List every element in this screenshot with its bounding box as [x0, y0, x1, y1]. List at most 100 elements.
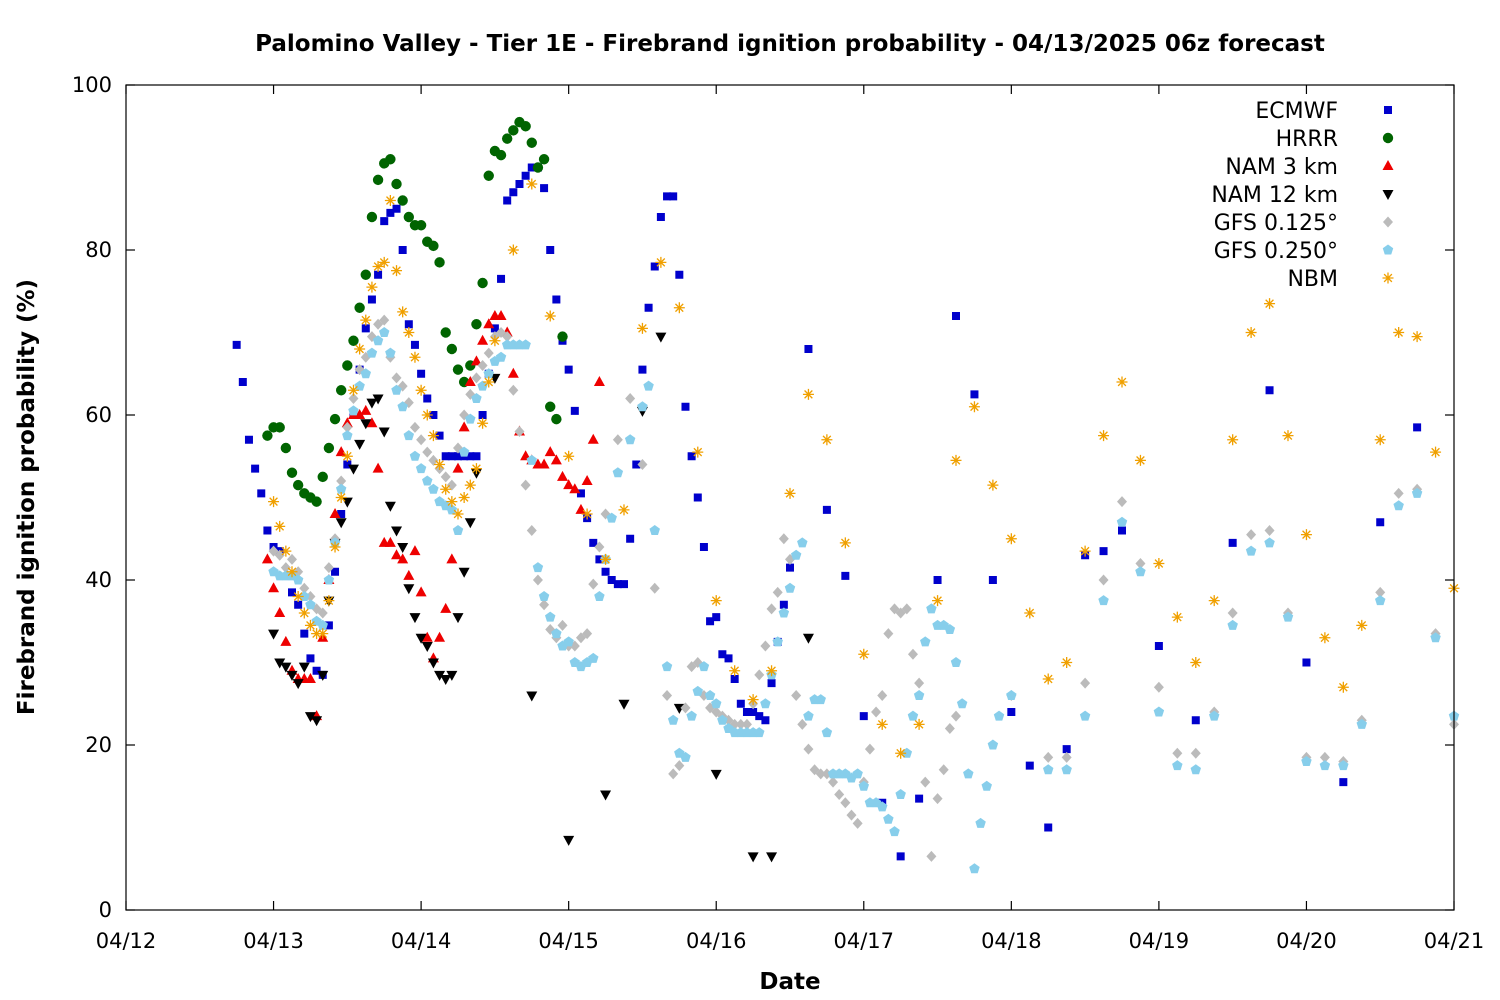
data-point: [593, 376, 605, 386]
data-point: [841, 571, 850, 580]
data-point: [286, 467, 298, 478]
data-point: [440, 327, 451, 338]
data-point: [526, 178, 538, 190]
data-point: [446, 343, 458, 355]
data-point: [778, 533, 789, 545]
x-tick-label: 04/13: [243, 929, 304, 953]
data-point: [280, 562, 291, 574]
data-point: [1264, 298, 1276, 310]
data-point: [440, 483, 452, 495]
data-point: [515, 180, 524, 188]
data-point: [403, 430, 415, 441]
data-point: [341, 450, 353, 462]
data-point: [1116, 376, 1128, 388]
data-point: [404, 320, 413, 329]
data-point: [458, 446, 470, 457]
data-point: [312, 666, 321, 675]
data-point: [477, 334, 489, 345]
data-point: [993, 710, 1005, 721]
data-point: [372, 261, 384, 272]
data-point: [601, 567, 610, 576]
data-point: [896, 852, 905, 861]
data-point: [712, 613, 721, 622]
data-point: [852, 817, 863, 829]
data-point: [483, 347, 494, 359]
data-point: [417, 369, 426, 378]
data-point: [797, 537, 808, 548]
data-point: [1393, 327, 1405, 338]
data-point: [323, 442, 335, 454]
data-point: [636, 322, 648, 334]
data-point: [1080, 677, 1091, 689]
data-point: [360, 419, 372, 430]
data-point: [544, 446, 556, 457]
data-point: [391, 384, 402, 395]
data-point: [1025, 761, 1034, 770]
data-point: [643, 380, 654, 391]
data-point: [502, 331, 513, 343]
data-point: [384, 536, 396, 547]
y-tick-label: 60: [85, 403, 112, 427]
legend-label: GFS 0.250°: [1214, 239, 1338, 264]
data-point: [304, 673, 316, 683]
data-point: [422, 446, 433, 458]
data-point: [526, 525, 537, 536]
data-point: [298, 607, 310, 619]
data-point: [550, 454, 562, 465]
data-point: [656, 213, 665, 221]
data-point: [607, 576, 616, 584]
y-tick-label: 40: [85, 568, 112, 592]
data-point: [638, 365, 647, 374]
data-point: [877, 690, 888, 701]
data-point: [458, 567, 470, 578]
data-point: [963, 768, 974, 779]
data-point: [354, 409, 366, 419]
data-point: [292, 591, 304, 602]
data-point: [274, 422, 285, 433]
data-point: [822, 505, 831, 514]
data-point: [335, 518, 347, 529]
data-point: [557, 331, 568, 342]
data-point: [446, 670, 458, 681]
data-point: [336, 475, 347, 487]
data-point: [1079, 545, 1091, 557]
data-point: [815, 768, 826, 780]
data-point: [471, 319, 482, 330]
legend-marker: [1382, 190, 1394, 200]
data-point: [815, 694, 826, 705]
x-tick-label: 04/12: [96, 929, 157, 953]
legend-item: ECMWF: [1255, 99, 1392, 124]
legend-marker: [1382, 160, 1394, 170]
y-tick-label: 0: [99, 898, 112, 922]
data-point: [397, 543, 409, 553]
data-point: [582, 628, 593, 640]
data-point: [497, 274, 506, 283]
data-point: [933, 576, 942, 584]
x-axis-label: Date: [759, 969, 820, 995]
data-point: [797, 718, 808, 730]
data-point: [1319, 751, 1330, 763]
data-point: [415, 463, 427, 474]
data-point: [876, 801, 888, 812]
data-point: [434, 631, 446, 642]
data-point: [343, 460, 352, 469]
data-point: [1061, 751, 1072, 763]
data-point: [415, 220, 427, 231]
data-point: [452, 364, 464, 375]
data-point: [883, 813, 894, 824]
data-point: [477, 360, 488, 371]
data-point: [489, 335, 501, 347]
data-point: [1153, 558, 1165, 569]
data-point: [802, 388, 814, 400]
data-point: [335, 483, 347, 494]
data-point: [944, 624, 956, 634]
data-point: [329, 413, 341, 425]
data-point: [754, 669, 765, 681]
data-point: [440, 471, 451, 483]
data-point: [907, 648, 918, 660]
data-point: [441, 452, 450, 461]
data-point: [600, 553, 612, 565]
data-point: [416, 434, 427, 446]
data-point: [938, 764, 949, 776]
data-point: [649, 582, 660, 594]
